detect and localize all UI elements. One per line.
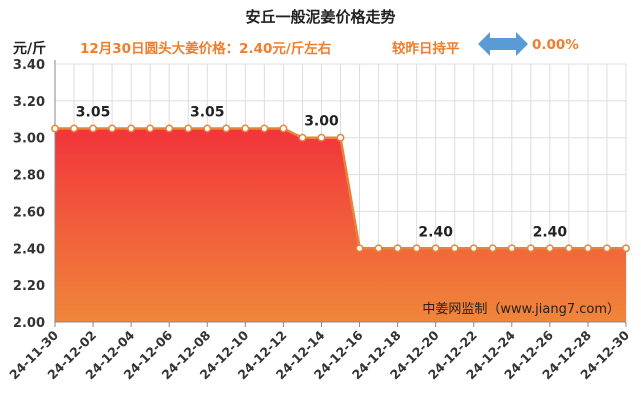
chart-title: 安丘一般泥姜价格走势 <box>245 8 396 26</box>
compare-text: 较昨日持平 <box>392 41 460 57</box>
data-point <box>336 133 345 142</box>
data-point <box>583 244 592 253</box>
y-tick-label: 2.40 <box>13 242 45 257</box>
data-point <box>355 244 364 253</box>
data-point <box>51 124 59 133</box>
change-percent: 0.00% <box>532 37 579 53</box>
double-arrow-icon <box>478 32 528 56</box>
data-labels: 3.05 3.05 3.00 2.40 2.40 <box>76 105 568 241</box>
data-point <box>507 244 516 253</box>
y-tick-label: 2.80 <box>13 169 45 184</box>
data-point <box>603 244 611 253</box>
y-tick-label: 3.40 <box>13 58 45 73</box>
data-point <box>545 244 554 253</box>
area-shape <box>55 128 626 322</box>
data-point <box>146 124 155 133</box>
y-tick-label: 2.60 <box>13 205 45 220</box>
data-label: 2.40 <box>418 224 453 240</box>
data-point <box>127 124 136 133</box>
data-point <box>526 244 535 253</box>
data-label: 3.05 <box>190 105 225 121</box>
data-point <box>412 244 421 253</box>
data-label: 3.00 <box>304 114 339 130</box>
data-point <box>450 244 459 253</box>
data-point <box>222 124 231 133</box>
data-point <box>431 244 440 253</box>
source-annotation: 中姜网监制（www.jiang7.com） <box>422 302 620 317</box>
data-point <box>393 244 402 253</box>
data-point <box>279 124 288 133</box>
data-point <box>70 124 78 133</box>
data-label: 2.40 <box>533 224 568 240</box>
data-point <box>89 124 98 133</box>
data-point <box>317 133 326 142</box>
data-point <box>165 124 174 133</box>
data-point <box>203 124 212 133</box>
data-point <box>622 244 630 253</box>
data-point <box>241 124 250 133</box>
y-tick-label: 3.20 <box>13 95 45 110</box>
y-tick-label: 2.00 <box>13 316 45 331</box>
price-summary: 12月30日圆头大姜价格：2.40元/斤左右 <box>80 41 332 57</box>
data-point <box>374 244 383 253</box>
data-point <box>469 244 478 253</box>
y-tick-label: 2.20 <box>13 279 45 294</box>
data-point <box>488 244 497 253</box>
y-tick-label: 3.00 <box>13 132 45 147</box>
data-point <box>260 124 269 133</box>
y-axis-unit: 元/斤 <box>13 41 47 57</box>
data-point <box>184 124 193 133</box>
data-point <box>108 124 117 133</box>
data-label: 3.05 <box>76 105 111 121</box>
data-point <box>564 244 573 253</box>
data-markers <box>51 124 630 253</box>
data-point <box>298 133 307 142</box>
